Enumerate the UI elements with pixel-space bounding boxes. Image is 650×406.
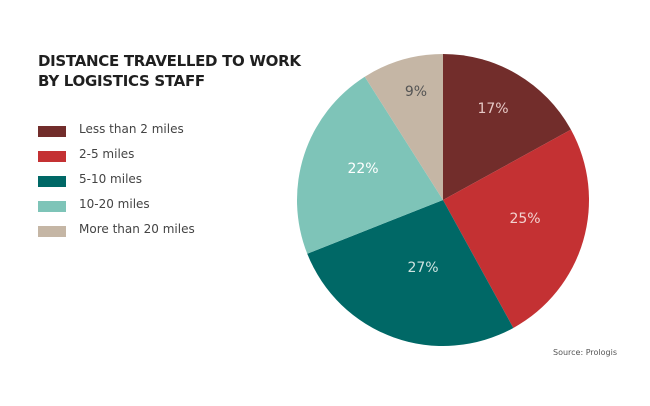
chart-title-line-1: DISTANCE TRAVELLED TO WORK [38,52,301,70]
pie-slice-more-than-20-miles [364,54,443,200]
pie-slice-less-than-2-miles [443,54,571,200]
legend-label: 5-10 miles [79,172,143,186]
legend-label: 10-20 miles [79,197,150,211]
chart-title-line-2: BY LOGISTICS STAFF [38,72,205,90]
legend-swatch [38,201,66,212]
legend-swatch [38,151,66,162]
legend-label: 2-5 miles [79,147,135,161]
slice-label-2-5-miles: 25% [509,211,540,227]
slice-label-more-than-20-miles: 9% [405,84,427,100]
legend-label: Less than 2 miles [79,122,184,136]
legend-swatch [38,176,66,187]
slice-label-less-than-2-miles: 17% [477,101,508,117]
slice-label-10-20-miles: 22% [347,161,378,177]
legend-swatch [38,126,66,137]
legend-swatch [38,226,66,237]
pie-slices [297,54,589,347]
pie-slice-2-5-miles [443,129,589,328]
legend-label: More than 20 miles [79,222,195,236]
pie-slice-5-10-miles [307,200,514,347]
slice-label-5-10-miles: 27% [407,260,438,276]
source-note: Source: Prologis [553,348,617,357]
chart-title: DISTANCE TRAVELLED TO WORK BY LOGISTICS … [38,51,301,91]
pie-slice-10-20-miles [297,76,443,254]
